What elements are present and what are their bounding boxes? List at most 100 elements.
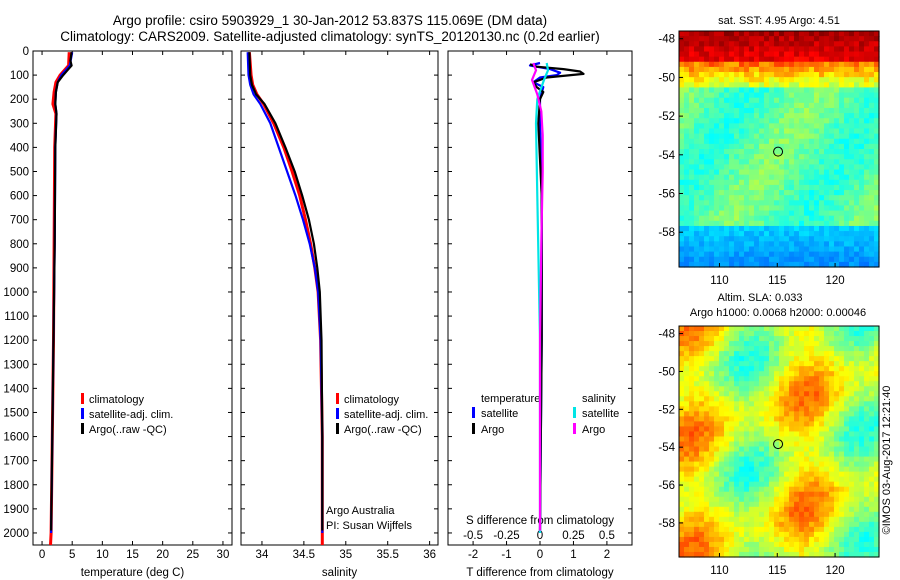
heat-cell bbox=[699, 361, 705, 367]
heat-cell bbox=[759, 351, 765, 357]
heat-cell bbox=[819, 421, 825, 428]
heat-cell bbox=[844, 481, 850, 488]
heat-cell bbox=[724, 421, 730, 428]
heat-cell bbox=[684, 225, 690, 232]
heat-cell bbox=[754, 138, 760, 145]
heat-cell bbox=[844, 174, 850, 181]
heat-cell bbox=[704, 236, 710, 242]
heat-cell bbox=[759, 261, 765, 268]
heat-cell bbox=[779, 371, 785, 377]
heat-cell bbox=[859, 56, 865, 63]
heat-cell bbox=[719, 169, 725, 176]
heat-cell bbox=[724, 205, 730, 212]
salinity-tick-label: 35 bbox=[339, 549, 352, 561]
heat-cell bbox=[864, 154, 870, 160]
heat-cell bbox=[864, 231, 870, 237]
heat-cell bbox=[824, 466, 830, 473]
heat-cell bbox=[694, 356, 700, 362]
heat-cell bbox=[849, 416, 855, 423]
heat-cell bbox=[804, 184, 810, 191]
heat-cell bbox=[734, 46, 740, 53]
heat-cell bbox=[864, 241, 870, 248]
heat-cell bbox=[729, 416, 735, 423]
heat-cell bbox=[694, 391, 700, 397]
heat-cell bbox=[864, 381, 870, 387]
heat-cell bbox=[694, 341, 700, 347]
heat-cell bbox=[829, 506, 835, 513]
heat-cell bbox=[739, 149, 745, 155]
heat-cell bbox=[779, 113, 785, 119]
heat-cell bbox=[779, 195, 785, 201]
heat-cell bbox=[774, 82, 780, 89]
heat-cell bbox=[784, 341, 790, 347]
heat-cell bbox=[729, 326, 735, 332]
heat-cell bbox=[689, 531, 695, 538]
legend-temperature-heading: temperature bbox=[481, 393, 540, 405]
depth-tick-label: 400 bbox=[10, 142, 29, 154]
heat-cell bbox=[709, 195, 715, 201]
heat-cell bbox=[724, 200, 730, 207]
heat-cell bbox=[749, 41, 755, 47]
heat-cell bbox=[854, 236, 860, 242]
heat-cell bbox=[769, 356, 775, 362]
heat-cell bbox=[854, 336, 860, 342]
heat-cell bbox=[849, 133, 855, 140]
heat-cell bbox=[829, 123, 835, 130]
heat-cell bbox=[829, 164, 835, 171]
heat-cell bbox=[839, 401, 845, 407]
heat-cell bbox=[844, 51, 850, 58]
map-lat-tick-label: -58 bbox=[658, 518, 675, 530]
heat-cell bbox=[809, 184, 815, 191]
heat-cell bbox=[739, 526, 745, 533]
heat-cell bbox=[714, 87, 720, 94]
heat-cell bbox=[859, 210, 865, 217]
heat-cell bbox=[734, 61, 740, 68]
heat-cell bbox=[854, 456, 860, 463]
heat-cell bbox=[814, 251, 820, 258]
heat-cell bbox=[779, 143, 785, 150]
heat-cell bbox=[754, 371, 760, 377]
heat-cell bbox=[739, 546, 745, 553]
heat-cell bbox=[779, 179, 785, 186]
heat-cell bbox=[744, 351, 750, 357]
heat-cell bbox=[774, 336, 780, 342]
heat-cell bbox=[679, 169, 685, 176]
heat-cell bbox=[794, 66, 800, 73]
heat-cell bbox=[779, 236, 785, 242]
heat-cell bbox=[744, 246, 750, 253]
heat-cell bbox=[704, 376, 710, 382]
heat-cell bbox=[689, 381, 695, 387]
heat-cell bbox=[724, 107, 730, 114]
heat-cell bbox=[789, 231, 795, 237]
heat-cell bbox=[709, 205, 715, 212]
heat-cell bbox=[824, 401, 830, 407]
heat-cell bbox=[789, 128, 795, 135]
heat-cell bbox=[679, 205, 685, 212]
heat-cell bbox=[799, 251, 805, 258]
heat-cell bbox=[734, 123, 740, 130]
heat-cell bbox=[769, 72, 775, 78]
heat-cell bbox=[679, 184, 685, 191]
heat-cell bbox=[739, 421, 745, 428]
heat-cell bbox=[759, 164, 765, 171]
heat-cell bbox=[679, 501, 685, 508]
heat-cell bbox=[754, 506, 760, 513]
heat-cell bbox=[864, 128, 870, 135]
heat-cell bbox=[789, 123, 795, 130]
depth-tick-label: 100 bbox=[10, 70, 29, 82]
heat-cell bbox=[814, 471, 820, 478]
heat-cell bbox=[769, 97, 775, 104]
heat-cell bbox=[864, 516, 870, 523]
heat-cell bbox=[724, 56, 730, 63]
heat-cell bbox=[809, 174, 815, 181]
heat-cell bbox=[699, 531, 705, 538]
heat-cell bbox=[794, 200, 800, 207]
heat-cell bbox=[714, 421, 720, 428]
heat-cell bbox=[764, 149, 770, 155]
heat-cell bbox=[779, 476, 785, 483]
heat-cell bbox=[769, 386, 775, 392]
heat-cell bbox=[709, 541, 715, 548]
heat-cell bbox=[834, 496, 840, 503]
heat-cell bbox=[849, 466, 855, 473]
heat-cell bbox=[769, 361, 775, 367]
